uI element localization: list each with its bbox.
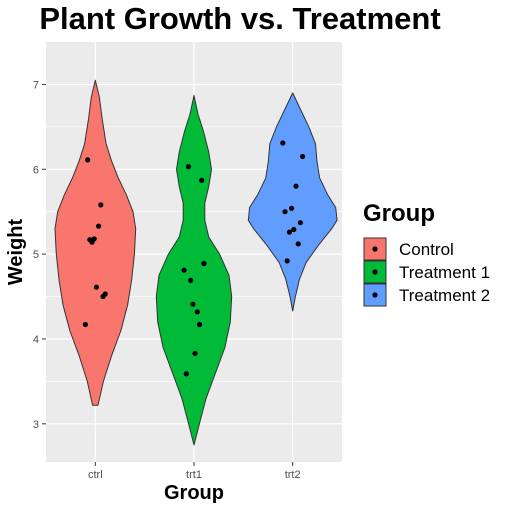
x-axis-ticks: ctrl trt1 trt2 [88,462,301,481]
legend-key-point [372,246,378,252]
data-point [82,321,88,328]
data-point [188,277,194,283]
data-point [280,140,286,146]
data-point [98,202,104,208]
y-axis-title: Weight [5,219,27,286]
violin-trt1 [155,95,233,446]
data-point [85,157,91,163]
data-point [199,177,205,183]
data-point [295,241,301,247]
y-tick-label: 6 [33,164,39,176]
y-axis-ticks: 3 4 5 6 7 [33,79,46,431]
y-tick-label: 5 [33,249,39,261]
x-tick-label: trt1 [186,469,202,481]
data-point [181,267,187,273]
data-point [183,371,189,377]
data-point [194,309,200,315]
data-point [89,239,95,245]
violin-trt2 [247,92,338,312]
y-tick-label: 7 [33,79,39,91]
legend: Group Control Treatment 1 Treatment 2 [363,200,490,307]
x-tick-label: trt2 [285,469,301,481]
data-point [289,205,295,211]
data-point [300,153,306,160]
data-point [291,226,297,233]
chart-title: Plant Growth vs. Treatment [39,1,440,36]
data-point [185,164,192,170]
data-point [102,291,108,297]
violins [54,79,338,446]
data-point [196,321,203,328]
data-point [293,183,299,189]
x-axis-title: Group [164,482,224,504]
data-points [82,140,306,377]
legend-label: Treatment 1 [399,263,490,282]
data-point [282,209,288,215]
legend-key-point [372,269,378,275]
y-tick-label: 3 [33,419,39,431]
data-point [201,260,207,267]
data-point [297,220,303,226]
violin-ctrl [54,79,137,406]
x-tick-label: ctrl [88,469,103,481]
legend-key-point [372,292,378,298]
data-point [192,350,198,356]
data-point [284,258,290,264]
data-point [93,284,99,290]
data-point [96,223,102,229]
y-tick-label: 4 [33,334,39,346]
legend-label: Control [399,240,454,259]
data-point [286,229,292,235]
data-point [190,301,196,307]
legend-label: Treatment 2 [399,286,490,305]
legend-title: Group [363,200,435,227]
